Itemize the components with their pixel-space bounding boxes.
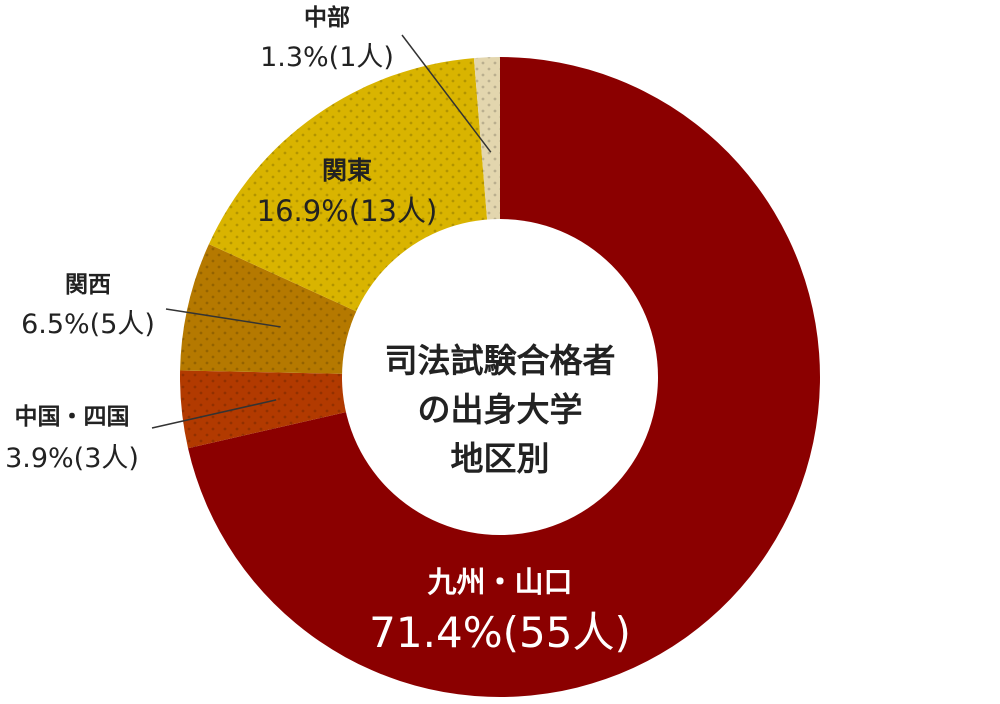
label-kyushu-count: (55人) (503, 608, 631, 657)
leader-lines (151, 34, 492, 429)
label-chugoku-value: 3.9%(3人) (5, 443, 139, 474)
label-kanto-percent: 16.9% (257, 194, 349, 228)
label-kansai-region: 関西 (65, 272, 111, 298)
label-chubu-value: 1.3%(1人) (260, 42, 394, 73)
label-kansai-percent: 6.5% (21, 309, 90, 340)
label-chubu-count: (1人) (329, 42, 394, 73)
label-kanto-count: (13人) (349, 194, 438, 228)
leader-line-chugoku (151, 399, 277, 429)
label-chugoku-region: 中国・四国 (15, 404, 130, 430)
label-chugoku-percent: 3.9% (5, 443, 74, 474)
label-kanto-value: 16.9%(13人) (257, 194, 438, 228)
label-kyushu-region: 九州・山口 (427, 565, 572, 599)
label-chubu-percent: 1.3% (260, 42, 329, 73)
label-kansai-value: 6.5%(5人) (21, 309, 155, 340)
label-kyushu-percent: 71.4% (369, 608, 502, 657)
center-text-line-2: の出身大学 (418, 390, 583, 429)
leader-line-kansai (165, 308, 281, 328)
center-text-line-3: 地区別 (451, 439, 550, 478)
center-text-line-1: 司法試験合格者 (385, 341, 616, 380)
label-kansai-count: (5人) (90, 309, 155, 340)
label-chubu-region: 中部 (304, 4, 350, 31)
label-kanto-region: 関東 (322, 156, 372, 185)
leader-line-chubu (401, 34, 492, 153)
label-chugoku-count: (3人) (74, 443, 139, 474)
donut-hole (342, 219, 658, 535)
label-kyushu-value: 71.4%(55人) (369, 608, 631, 657)
